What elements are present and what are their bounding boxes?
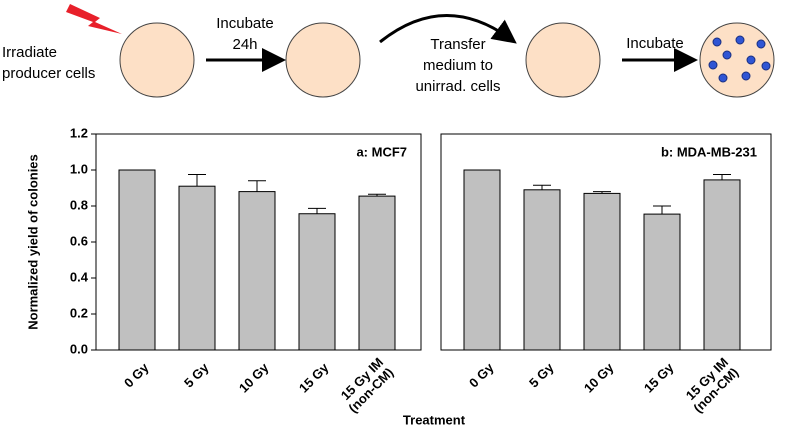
step-label: medium to xyxy=(423,57,493,74)
cell-dish xyxy=(285,22,361,98)
step-label: unirrad. cells xyxy=(415,78,500,95)
y-tick-label: 1.2 xyxy=(70,125,88,140)
cell-dish xyxy=(119,22,195,98)
bar xyxy=(298,213,336,351)
step-label: 24h xyxy=(232,36,257,53)
cell-dish xyxy=(525,22,601,98)
error-bar xyxy=(533,184,551,190)
panel-label: b: MDA-MB-231 xyxy=(661,144,757,159)
y-tick-label: 0.0 xyxy=(70,341,88,356)
step-label: Incubate xyxy=(626,35,684,52)
error-bar xyxy=(713,174,731,180)
y-axis-label: Normalized yield of colonies xyxy=(25,154,40,330)
radiation-icon xyxy=(66,4,122,34)
x-tick-label: 10 Gy xyxy=(236,359,272,395)
x-tick-label: 15 Gy xyxy=(296,359,332,395)
error-bar xyxy=(188,174,206,187)
bar xyxy=(463,169,501,351)
y-tick-label: 1.0 xyxy=(70,161,88,176)
error-bar xyxy=(653,205,671,215)
error-bar xyxy=(308,207,326,214)
x-tick-label: 15 Gy xyxy=(641,359,677,395)
panel-label: a: MCF7 xyxy=(356,144,407,159)
bar xyxy=(643,213,681,351)
error-bar xyxy=(593,191,611,194)
bar xyxy=(703,179,741,351)
x-tick-label: 5 Gy xyxy=(181,359,212,390)
x-tick-label: 15 Gy IM(non-CM) xyxy=(681,355,742,416)
step-label: Irradiate xyxy=(2,44,57,61)
y-tick-label: 0.8 xyxy=(70,197,88,212)
bar xyxy=(358,195,396,351)
colonies xyxy=(708,35,771,83)
x-tick-label: 10 Gy xyxy=(581,359,617,395)
cell-dish xyxy=(699,22,775,98)
bar xyxy=(118,169,156,351)
error-bar xyxy=(248,180,266,192)
x-tick-label: 0 Gy xyxy=(466,359,497,390)
x-tick-label: 5 Gy xyxy=(526,359,557,390)
bar xyxy=(583,192,621,351)
bar xyxy=(178,185,216,351)
x-tick-label: 15 Gy IM(non-CM) xyxy=(336,355,397,416)
step-label: producer cells xyxy=(2,65,95,82)
y-tick-label: 0.6 xyxy=(70,233,88,248)
error-bar xyxy=(368,193,386,197)
arrow xyxy=(379,14,517,44)
step-label: Incubate xyxy=(216,15,274,32)
step-label: Transfer xyxy=(430,36,485,53)
x-tick-label: 0 Gy xyxy=(121,359,152,390)
x-axis-label: Treatment xyxy=(403,412,466,427)
bar xyxy=(238,191,276,351)
diagram xyxy=(66,4,775,98)
y-tick-label: 0.4 xyxy=(70,269,89,284)
y-tick-label: 0.2 xyxy=(70,305,88,320)
bar xyxy=(523,189,561,351)
